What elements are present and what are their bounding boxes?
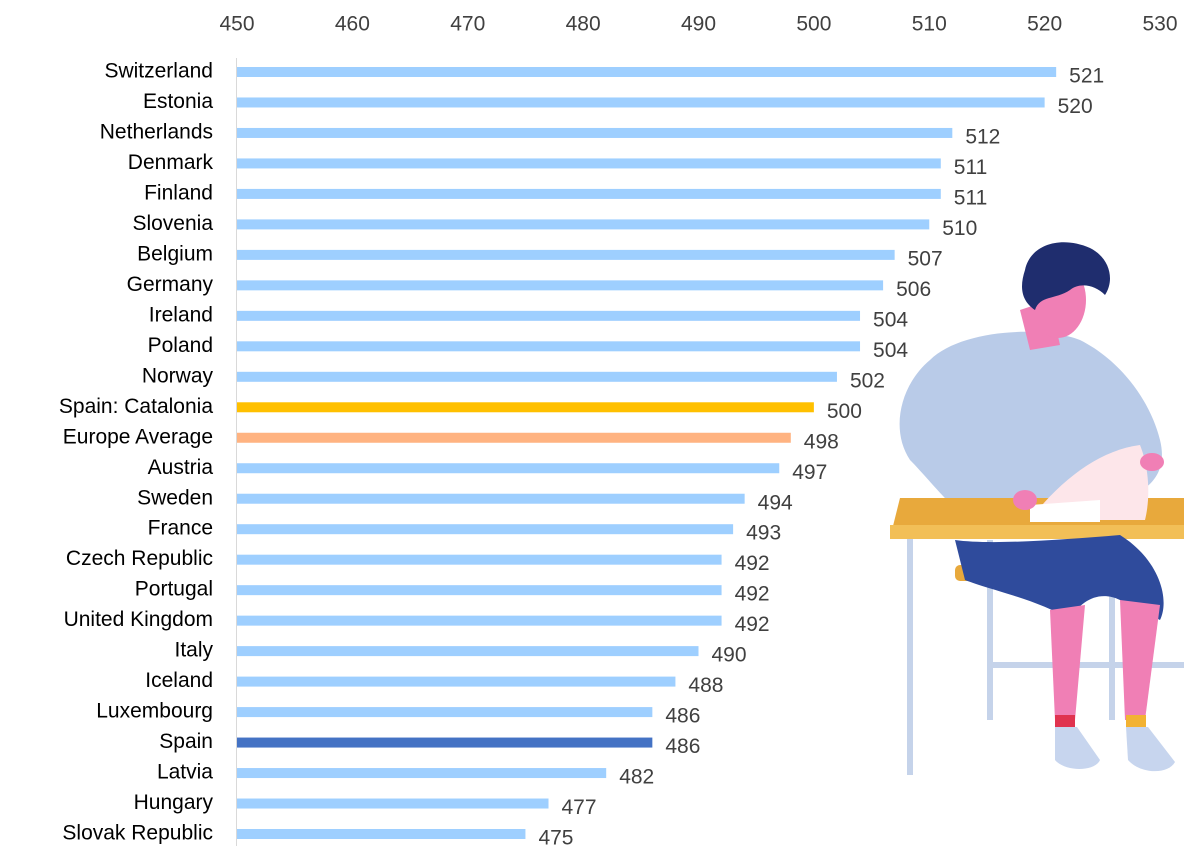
value-label: 492 xyxy=(735,583,770,606)
x-tick-label: 470 xyxy=(450,13,485,36)
bar xyxy=(237,97,1045,108)
category-label: Slovak Republic xyxy=(62,822,213,845)
value-label: 482 xyxy=(619,766,654,789)
category-label: Slovenia xyxy=(132,212,213,235)
bar xyxy=(237,585,722,596)
value-label: 486 xyxy=(665,705,700,728)
category-label: Denmark xyxy=(128,151,214,174)
bar xyxy=(237,707,653,718)
value-label: 498 xyxy=(804,430,839,453)
bar xyxy=(237,402,814,413)
category-label: Hungary xyxy=(134,791,214,814)
category-label: Spain xyxy=(159,730,213,753)
category-label: Czech Republic xyxy=(66,547,213,570)
bar xyxy=(237,554,722,565)
bar xyxy=(237,67,1057,77)
bar xyxy=(237,310,861,321)
x-tick-label: 530 xyxy=(1142,13,1177,36)
category-label: United Kingdom xyxy=(64,608,213,631)
bar xyxy=(237,463,780,474)
category-label: Estonia xyxy=(143,90,213,113)
category-label: Finland xyxy=(144,181,213,204)
bar xyxy=(237,798,549,809)
value-label: 492 xyxy=(735,613,770,636)
value-label: 493 xyxy=(746,522,781,545)
category-label: Belgium xyxy=(137,242,213,265)
value-label: 490 xyxy=(712,644,747,667)
bar xyxy=(237,280,884,291)
value-label: 494 xyxy=(758,491,793,514)
value-label: 488 xyxy=(688,674,723,697)
value-label: 512 xyxy=(965,126,1000,149)
category-label: Portugal xyxy=(135,578,213,601)
category-label: Austria xyxy=(148,456,214,479)
category-label: Italy xyxy=(174,639,213,662)
category-label: Switzerland xyxy=(104,60,213,83)
x-tick-label: 480 xyxy=(566,13,601,36)
value-label: 492 xyxy=(735,552,770,575)
category-label: Luxembourg xyxy=(96,700,213,723)
category-label: Ireland xyxy=(149,303,213,326)
bar xyxy=(237,646,699,657)
value-label: 477 xyxy=(562,796,597,819)
value-label: 506 xyxy=(896,278,931,301)
category-label: Iceland xyxy=(145,669,213,692)
bar xyxy=(237,524,734,535)
bar xyxy=(237,371,837,382)
value-label: 475 xyxy=(538,827,573,846)
category-label: Norway xyxy=(142,364,214,387)
value-label: 511 xyxy=(954,186,987,209)
category-label: Spain: Catalonia xyxy=(59,395,213,418)
x-tick-label: 490 xyxy=(681,13,716,36)
bar xyxy=(237,188,941,199)
x-tick-label: 500 xyxy=(796,13,831,36)
category-label: Poland xyxy=(148,334,213,357)
x-tick-label: 510 xyxy=(912,13,947,36)
bar xyxy=(237,829,526,839)
bar xyxy=(237,432,791,443)
bar xyxy=(237,249,895,260)
value-label: 507 xyxy=(908,247,943,270)
value-label: 504 xyxy=(873,339,908,362)
value-label: 486 xyxy=(665,735,700,758)
value-label: 521 xyxy=(1069,65,1104,88)
value-label: 502 xyxy=(850,369,885,392)
category-label: Sweden xyxy=(137,486,213,509)
illustration xyxy=(890,242,1184,775)
x-tick-label: 450 xyxy=(219,13,254,36)
category-label: Netherlands xyxy=(100,121,213,144)
bar xyxy=(237,493,745,504)
bar xyxy=(237,127,953,138)
category-label: France xyxy=(148,517,213,540)
category-label: Germany xyxy=(127,273,214,296)
category-label: Europe Average xyxy=(63,425,213,448)
bar xyxy=(237,615,722,626)
bar xyxy=(237,158,941,169)
x-tick-label: 520 xyxy=(1027,13,1062,36)
x-tick-label: 460 xyxy=(335,13,370,36)
value-label: 497 xyxy=(792,461,827,484)
bar xyxy=(237,219,930,230)
bar xyxy=(237,676,676,687)
value-label: 510 xyxy=(942,217,977,240)
bar xyxy=(237,341,861,352)
bar xyxy=(237,768,607,779)
value-label: 504 xyxy=(873,308,908,331)
value-label: 520 xyxy=(1058,95,1093,118)
category-label: Latvia xyxy=(157,761,213,784)
value-label: 500 xyxy=(827,400,862,423)
bar xyxy=(237,737,653,748)
value-label: 511 xyxy=(954,156,987,179)
